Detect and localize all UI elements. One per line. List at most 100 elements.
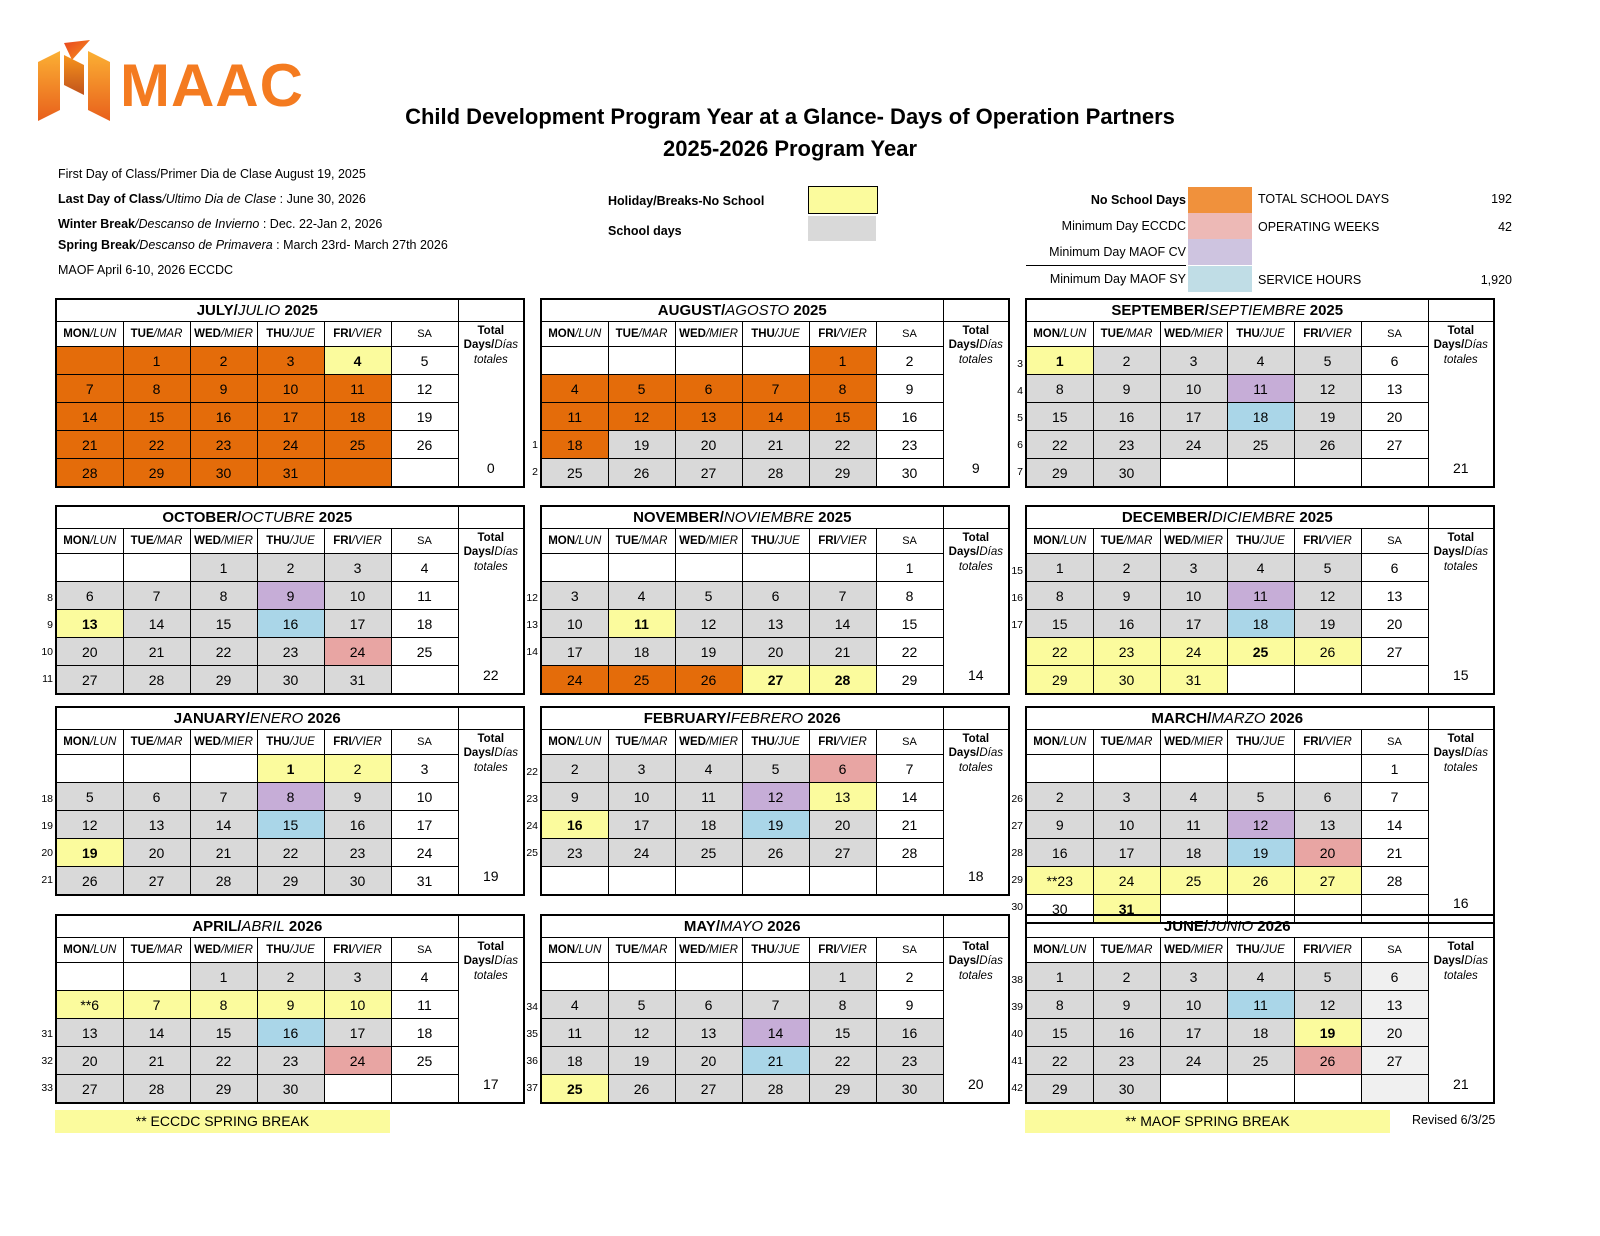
day-cell: 12 (1293, 990, 1362, 1019)
title-corner-cell (942, 505, 1010, 529)
day-cell (674, 962, 743, 991)
stat-operating-weeks-label: OPERATING WEEKS (1258, 220, 1380, 234)
day-cell: 20 (674, 1046, 743, 1075)
day-cell (122, 962, 191, 991)
week-number (1010, 751, 1023, 778)
day-cell (1226, 754, 1295, 783)
day-cell: 12 (1293, 581, 1362, 610)
week-number (40, 451, 53, 478)
day-cell: 3 (607, 754, 676, 783)
weekday-header: THU/JUE (256, 528, 325, 554)
day-cell: 18 (674, 810, 743, 839)
weekday-header: MON/LUN (1025, 321, 1094, 347)
saturday-header: SA (1360, 937, 1429, 963)
day-cell: 19 (1293, 609, 1362, 638)
day-cell: 15 (256, 810, 325, 839)
day-cell: 16 (1092, 402, 1161, 431)
day-cell: 10 (256, 374, 325, 403)
day-cell: 28 (189, 866, 258, 896)
week-number (1010, 658, 1023, 685)
weekday-header: WED/MIER (189, 937, 258, 963)
day-cell: 24 (390, 838, 459, 867)
week-number (1010, 631, 1023, 658)
day-cell: 11 (390, 581, 459, 610)
weekday-header: MON/LUN (55, 528, 124, 554)
day-cell: 7 (875, 754, 944, 783)
calendar-table: DECEMBER/DICIEMBRE 2025 MON/LUN TUE/MAR WED… (1025, 505, 1496, 695)
day-cell: 20 (1360, 609, 1429, 638)
day-cell: 2 (1092, 962, 1161, 991)
week-number (525, 959, 538, 986)
week-number: 34 (526, 1001, 538, 1013)
week-number (525, 343, 538, 370)
week-number: 41 (1011, 1055, 1023, 1067)
day-cell: 21 (875, 810, 944, 839)
legend-schooldays-swatch (808, 216, 876, 241)
weekday-header: MON/LUN (540, 321, 609, 347)
day-cell: 21 (55, 430, 124, 459)
day-cell: 30 (875, 1074, 944, 1104)
day-cell: 1 (1025, 553, 1094, 582)
day-cell: 19 (390, 402, 459, 431)
page-title: Child Development Program Year at a Glan… (405, 104, 1175, 129)
day-cell: 29 (122, 458, 191, 488)
maof-spring-break-note: ** MAOF SPRING BREAK (1025, 1110, 1390, 1133)
day-cell: 10 (1092, 810, 1161, 839)
day-cell: 4 (607, 581, 676, 610)
day-cell: 5 (607, 374, 676, 403)
day-cell: 4 (540, 374, 609, 403)
day-cell: 24 (1159, 430, 1228, 459)
day-cell: 15 (189, 1018, 258, 1047)
day-cell: 23 (1092, 1046, 1161, 1075)
calendar-table: AUGUST/AGOSTO 2025 MON/LUN TUE/MAR WED/MIER… (540, 298, 1011, 488)
legend-noschool-label: No School Days (1090, 193, 1186, 207)
week-number: 31 (41, 1028, 53, 1040)
weekday-header: TUE/MAR (122, 937, 191, 963)
day-cell: 5 (1293, 553, 1362, 582)
day-cell: 21 (122, 637, 191, 666)
day-cell: 9 (189, 374, 258, 403)
day-cell: 25 (1159, 866, 1228, 895)
day-cell: 7 (1360, 782, 1429, 811)
day-cell: 13 (674, 1018, 743, 1047)
weekday-header: FRI/VIER (808, 729, 877, 755)
day-cell: 12 (390, 374, 459, 403)
calendar-table: FEBRUARY/FEBRERO 2026 MON/LUN TUE/MAR WED/M… (540, 706, 1011, 896)
day-cell: 29 (256, 866, 325, 896)
day-cell: 6 (674, 374, 743, 403)
stat-total-school-days-label: TOTAL SCHOOL DAYS (1258, 192, 1390, 206)
saturday-header: SA (1360, 321, 1429, 347)
day-cell: 15 (189, 609, 258, 638)
day-cell: 23 (189, 430, 258, 459)
saturday-header: SA (390, 321, 459, 347)
day-cell: 13 (674, 402, 743, 431)
day-cell: 9 (875, 374, 944, 403)
week-number: 9 (47, 619, 53, 631)
day-cell: 21 (741, 1046, 810, 1075)
day-cell: 19 (1293, 402, 1362, 431)
month-title: DECEMBER/DICIEMBRE 2025 (1025, 505, 1429, 529)
month-title: NOVEMBER/NOVIEMBRE 2025 (540, 505, 944, 529)
total-days-value: 9 (971, 460, 980, 476)
weekday-header: MON/LUN (1025, 729, 1094, 755)
title-corner-cell (942, 298, 1010, 322)
day-cell: 15 (122, 402, 191, 431)
day-cell: 30 (323, 866, 392, 896)
day-cell: 31 (323, 665, 392, 695)
day-cell: 3 (323, 962, 392, 991)
day-cell: 26 (390, 430, 459, 459)
day-cell: 9 (256, 581, 325, 610)
day-cell: 23 (323, 838, 392, 867)
day-cell: 3 (1159, 962, 1228, 991)
info-spring-break: Spring Break/Descanso de Primavera : Mar… (58, 237, 448, 252)
week-number: 10 (41, 646, 53, 658)
total-days-value: 20 (967, 1076, 984, 1092)
day-cell: 19 (1226, 838, 1295, 867)
weekday-header: THU/JUE (256, 321, 325, 347)
day-cell: 16 (256, 609, 325, 638)
day-cell (122, 553, 191, 582)
day-cell: 12 (1293, 374, 1362, 403)
day-cell: 2 (256, 553, 325, 582)
day-cell: 26 (55, 866, 124, 896)
weekday-header: TUE/MAR (607, 937, 676, 963)
